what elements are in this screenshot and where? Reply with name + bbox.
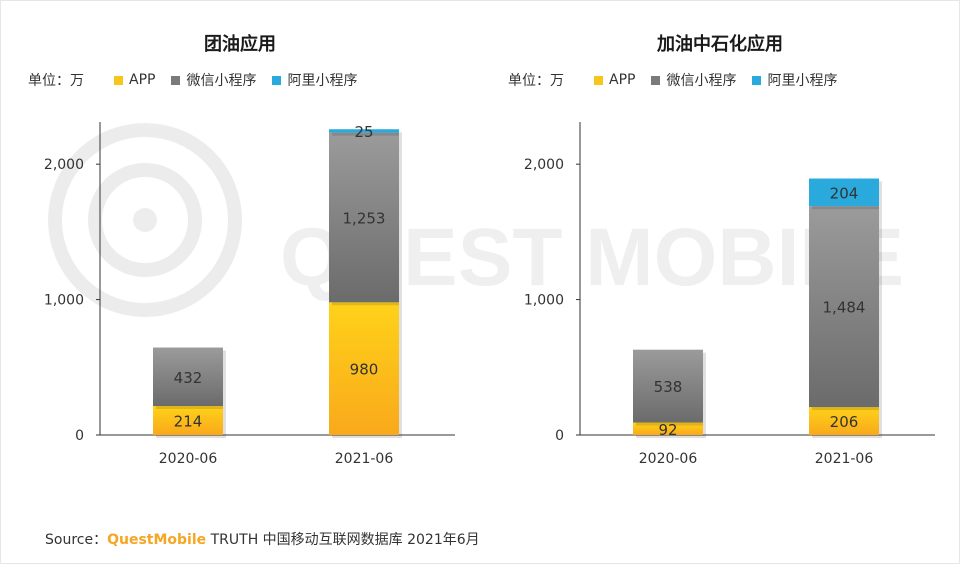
stacked-bar-chart-left: 0 1,000 2,000 214 432 2020-06 980 1,253 25 2021-0… <box>44 122 455 467</box>
y-tick-label: 1,000 <box>44 293 84 309</box>
bar-segment-app <box>153 406 223 435</box>
legend-swatch-app <box>114 75 123 85</box>
data-label: 538 <box>654 378 683 396</box>
bar-segment-alipay <box>809 178 879 207</box>
bar-segment-app <box>633 422 703 435</box>
data-label: 204 <box>830 184 859 202</box>
y-tick-label: 0 <box>555 428 564 444</box>
legend-swatch-wechat <box>171 75 181 85</box>
legend-swatch-alipay <box>272 75 282 85</box>
unit-label: 单位：万 <box>508 73 564 89</box>
bar-segment-app <box>809 407 879 435</box>
bar-segment-wechat <box>633 349 703 423</box>
legend-label-wechat: 微信小程序 <box>666 73 737 89</box>
chart-title-left: 团油应用 <box>204 34 276 55</box>
legend-item-alipay: 阿里小程序 <box>272 70 357 90</box>
chart-title-right: 加油中石化应用 <box>657 34 783 55</box>
legend-item-alipay: 阿里小程序 <box>752 70 837 90</box>
bar-segment-wechat <box>809 206 879 408</box>
stacked-bar-chart-right: 0 1,000 2,000 92 538 2020-06 206 1,484 204 2021-0… <box>524 122 935 467</box>
bar-segment-app <box>329 302 399 435</box>
legend-label-wechat: 微信小程序 <box>186 73 257 89</box>
legend-item-wechat: 微信小程序 <box>171 70 256 90</box>
source-rest: TRUTH 中国移动互联网数据库 2021年6月 <box>210 532 480 548</box>
y-tick-label: 2,000 <box>524 157 564 173</box>
unit-label: 单位：万 <box>28 73 84 89</box>
x-tick-label: 2020-06 <box>159 451 218 467</box>
bar-segment-alipay <box>329 129 399 133</box>
legend-swatch-app <box>594 75 603 85</box>
data-label: 92 <box>658 421 677 439</box>
bar-segment-wechat <box>153 347 223 407</box>
data-label: 1,484 <box>823 299 866 317</box>
x-tick-label: 2020-06 <box>639 451 698 467</box>
legend-item-wechat: 微信小程序 <box>651 70 736 90</box>
legend-label-alipay: 阿里小程序 <box>767 73 838 89</box>
data-label: 214 <box>174 413 203 431</box>
x-tick-label: 2021-06 <box>815 451 874 467</box>
y-tick-label: 0 <box>75 428 84 444</box>
data-label: 980 <box>350 361 379 379</box>
source-brand: QuestMobile <box>107 532 207 548</box>
legend-item-app: APP <box>114 72 155 88</box>
bar-shadow <box>332 132 402 136</box>
source-note: Source：QuestMobile TRUTH 中国移动互联网数据库 2021… <box>45 529 480 549</box>
data-label: 25 <box>354 123 373 141</box>
data-label: 206 <box>830 413 859 431</box>
legend-item-app: APP <box>594 72 635 88</box>
bar-segment-wechat <box>329 132 399 303</box>
legend-swatch-alipay <box>752 75 762 85</box>
data-label: 1,253 <box>343 209 386 227</box>
legend-label-app: APP <box>129 72 156 88</box>
y-tick-label: 2,000 <box>44 157 84 173</box>
legend-swatch-wechat <box>651 75 661 85</box>
legend-label-app: APP <box>609 72 636 88</box>
source-prefix: Source： <box>45 532 108 548</box>
y-tick-label: 1,000 <box>524 293 564 309</box>
legend-left: 单位：万 APP 微信小程序 阿里小程序 <box>28 70 373 90</box>
legend-right: 单位：万 APP 微信小程序 阿里小程序 <box>508 70 853 90</box>
data-label: 432 <box>174 369 203 387</box>
legend-label-alipay: 阿里小程序 <box>287 73 358 89</box>
x-tick-label: 2021-06 <box>335 451 394 467</box>
